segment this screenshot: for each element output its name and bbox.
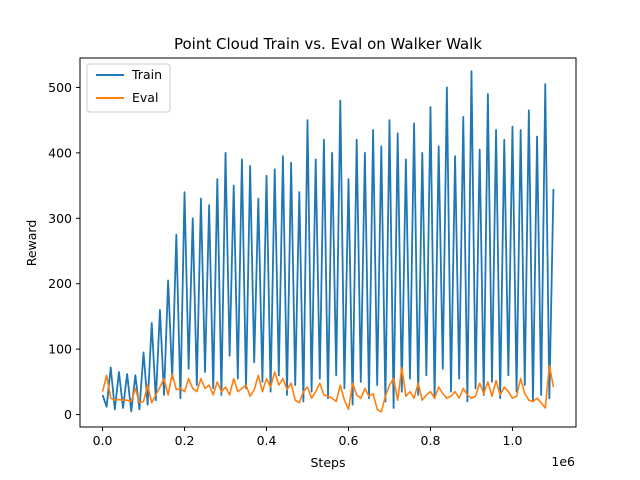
y-tick-label: 400 [48, 145, 72, 160]
x-tick-label: 1.0 [503, 433, 523, 448]
y-tick-label: 300 [48, 211, 72, 226]
legend-label-train: Train [131, 67, 162, 82]
x-axis-offset-label: 1e6 [551, 454, 575, 469]
x-axis-label: Steps [311, 455, 346, 470]
legend: Train Eval [86, 63, 171, 113]
x-tick-label: 0.8 [421, 433, 441, 448]
plot-frame [79, 57, 577, 428]
plot-lines [101, 70, 555, 413]
y-axis: 0 100 200 300 400 500 [48, 80, 80, 422]
chart-title: Point Cloud Train vs. Eval on Walker Wal… [174, 35, 482, 53]
x-axis: 0.0 0.2 0.4 0.6 0.8 1.0 [93, 427, 523, 448]
x-tick-label: 0.2 [175, 433, 195, 448]
x-tick-label: 0.0 [93, 433, 113, 448]
y-tick-label: 200 [48, 276, 72, 291]
series-line-train [101, 70, 555, 413]
x-tick-label: 0.4 [257, 433, 277, 448]
x-tick-label: 0.6 [339, 433, 359, 448]
legend-label-eval: Eval [132, 90, 158, 105]
y-tick-label: 100 [48, 342, 72, 357]
series-line-eval [101, 364, 555, 413]
y-axis-label: Reward [24, 220, 39, 267]
y-tick-label: 500 [48, 80, 72, 95]
y-tick-label: 0 [64, 407, 72, 422]
